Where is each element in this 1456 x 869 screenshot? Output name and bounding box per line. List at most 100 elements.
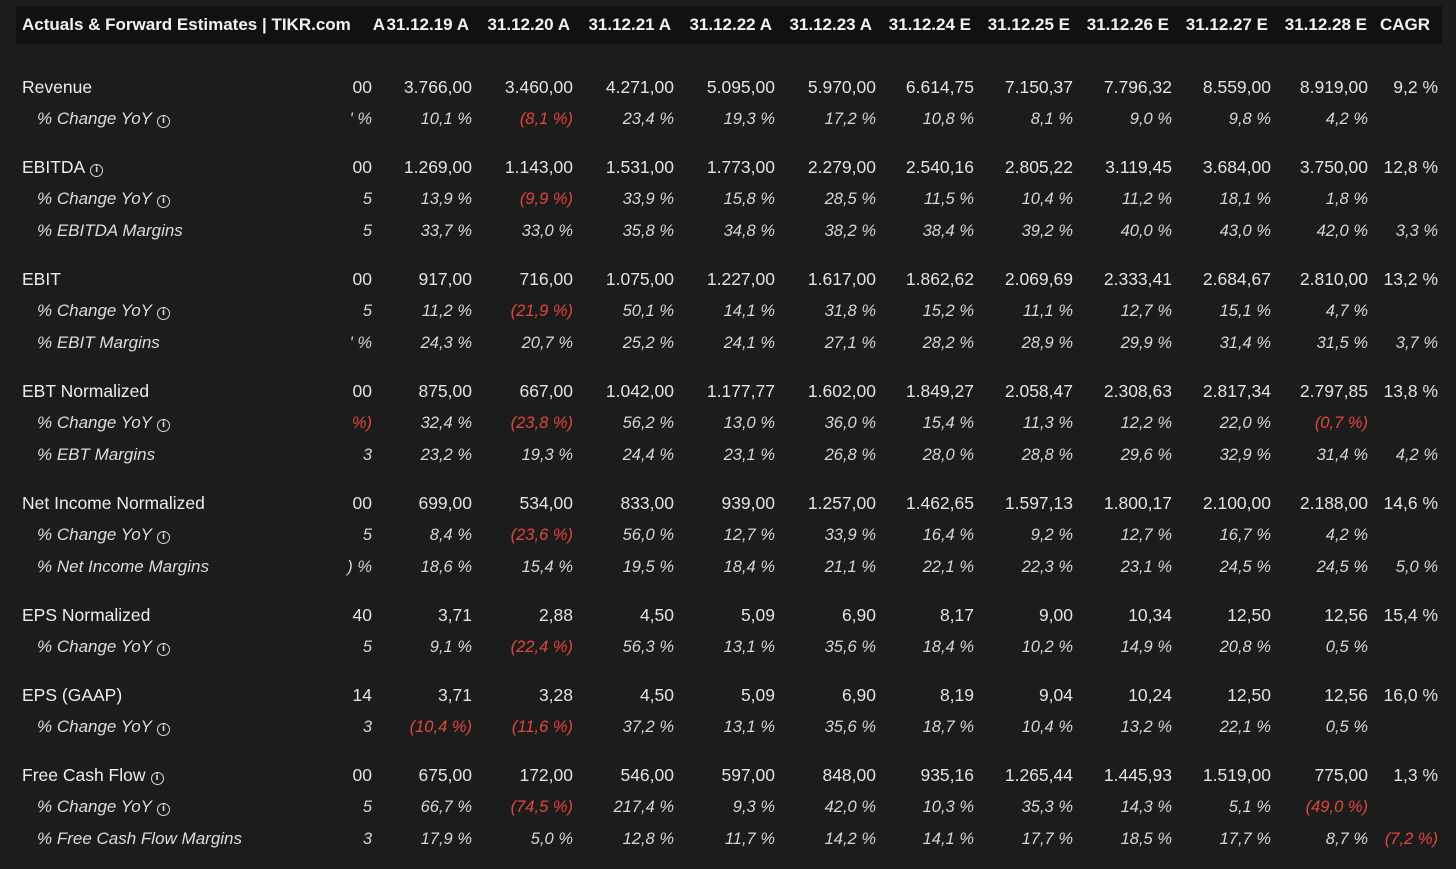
value-cell: 14,3 % [1120, 798, 1172, 816]
value-cell: 1.075,00 [605, 269, 674, 289]
partial-cell: 5 % [362, 638, 372, 656]
cagr-cell: 16,0 % [1383, 685, 1438, 705]
cagr-cell [1372, 712, 1438, 742]
info-icon[interactable]: i [157, 723, 170, 736]
info-icon[interactable]: i [157, 803, 170, 816]
row-label: Revenue [22, 72, 92, 102]
value-cell: 8.919,00 [1299, 77, 1368, 97]
value-cell: 5,0 % [530, 830, 573, 848]
info-icon[interactable]: i [157, 419, 170, 432]
value-cell: 8.559,00 [1202, 77, 1271, 97]
partial-cell: 14 [352, 685, 372, 705]
column-header: 31.12.26 E [1086, 15, 1169, 34]
value-cell: 716,00 [519, 269, 573, 289]
row-label: EBITDA i [22, 152, 104, 182]
info-icon[interactable]: i [157, 643, 170, 656]
value-cell: 1.531,00 [605, 157, 674, 177]
cagr-cell [1372, 632, 1438, 662]
value-cell: 1.269,00 [403, 157, 472, 177]
info-icon[interactable]: i [90, 164, 104, 177]
value-cell: 1.773,00 [706, 157, 775, 177]
partial-cell: 5 % [362, 526, 372, 544]
value-cell: 35,6 % [824, 638, 876, 656]
partial-cell: 00 [352, 157, 372, 177]
value-cell: 11,2 % [421, 302, 472, 320]
table-row: % EBT Margins 3 % 23,2 % 19,3 % 24,4 % 23,1 %… [0, 440, 1456, 470]
table-title: Actuals & Forward Estimates | TIKR.com [22, 15, 351, 34]
value-cell: 34,8 % [723, 222, 775, 240]
value-cell: 8,1 % [1030, 110, 1073, 128]
value-cell: 12,2 % [1120, 414, 1172, 432]
info-icon[interactable]: i [157, 531, 170, 544]
value-cell: 31,8 % [824, 302, 876, 320]
value-cell: 4,50 [639, 605, 674, 625]
value-cell: 29,6 % [1120, 446, 1172, 464]
value-cell: 5.970,00 [807, 77, 876, 97]
row-label: % Change YoY i [37, 296, 170, 326]
value-cell: (49,0 %) [1305, 798, 1368, 816]
value-cell: 22,1 % [922, 558, 974, 576]
cagr-cell [1372, 104, 1438, 134]
value-cell: 22,0 % [1219, 414, 1271, 432]
value-cell: 10,4 % [1021, 718, 1073, 736]
value-cell: 10,1 % [420, 110, 472, 128]
row-label-text: % Change YoY [37, 797, 152, 816]
value-cell: 17,7 % [1219, 830, 1271, 848]
value-cell: (8,1 %) [519, 110, 573, 128]
value-cell: 5,1 % [1228, 798, 1271, 816]
value-cell: 12,56 [1324, 685, 1368, 705]
value-cell: 14,1 % [723, 302, 775, 320]
value-cell: 13,0 % [723, 414, 775, 432]
value-cell: 3.684,00 [1202, 157, 1271, 177]
value-cell: 14,2 % [824, 830, 876, 848]
table-row: EBIT 00 917,00 716,00 1.075,00 1.227,00 1.617,… [0, 264, 1456, 294]
value-cell: 18,6 % [420, 558, 472, 576]
table-row: % Change YoY i 5 % 9,1 % (22,4 %) 56,3 % 13,1 … [0, 632, 1456, 662]
table-row: % Change YoY i 5 % 8,4 % (23,6 %) 56,0 % 12,7 … [0, 520, 1456, 550]
value-cell: 2.805,22 [1004, 157, 1073, 177]
value-cell: 2.188,00 [1299, 493, 1368, 513]
row-label: Free Cash Flow i [22, 760, 164, 790]
partial-cell: 3 % [362, 446, 372, 464]
info-icon[interactable]: i [157, 115, 170, 128]
row-label-text: % Free Cash Flow Margins [37, 829, 243, 848]
value-cell: 2.684,67 [1202, 269, 1271, 289]
info-icon[interactable]: i [150, 772, 164, 785]
value-cell: 939,00 [721, 493, 775, 513]
value-cell: 12,50 [1227, 685, 1271, 705]
value-cell: 13,1 % [723, 718, 775, 736]
value-cell: 3.119,45 [1105, 157, 1172, 177]
value-cell: 66,7 % [420, 798, 472, 816]
value-cell: 10,24 [1128, 685, 1172, 705]
value-cell: 39,2 % [1021, 222, 1073, 240]
value-cell: (9,9 %) [519, 190, 573, 208]
value-cell: 2.058,47 [1004, 381, 1073, 401]
cagr-cell: 13,2 % [1383, 269, 1438, 289]
value-cell: 1.265,44 [1004, 765, 1073, 785]
row-label: % Change YoY i [37, 792, 170, 822]
value-cell: 775,00 [1314, 765, 1368, 785]
value-cell: 14,9 % [1120, 638, 1172, 656]
value-cell: 40,0 % [1120, 222, 1172, 240]
value-cell: 31,5 % [1316, 334, 1368, 352]
value-cell: 21,1 % [824, 558, 876, 576]
value-cell: 23,1 % [723, 446, 775, 464]
row-label-text: % EBT Margins [37, 445, 156, 464]
info-icon[interactable]: i [157, 195, 170, 208]
info-icon[interactable]: i [157, 307, 170, 320]
row-label: % Change YoY i [37, 632, 170, 662]
value-cell: 35,3 % [1021, 798, 1073, 816]
value-cell: 11,2 % [1121, 190, 1172, 208]
value-cell: 3,71 [437, 605, 472, 625]
cagr-cell: 3,7 % [1395, 334, 1438, 352]
value-cell: 11,1 % [1022, 302, 1073, 320]
table-row: % Change YoY i 5 % 11,2 % (21,9 %) 50,1 % 14,1… [0, 296, 1456, 326]
partial-cell: 00 [352, 77, 372, 97]
table-row: % Change YoY i 3 % (10,4 %) (11,6 %) 37,2 % 13… [0, 712, 1456, 742]
value-cell: 18,1 % [1219, 190, 1271, 208]
value-cell: 3,28 [538, 685, 573, 705]
value-cell: 10,34 [1128, 605, 1172, 625]
cagr-cell: 12,8 % [1383, 157, 1438, 177]
row-label-text: % EBIT Margins [37, 333, 160, 352]
value-cell: 3.750,00 [1299, 157, 1368, 177]
